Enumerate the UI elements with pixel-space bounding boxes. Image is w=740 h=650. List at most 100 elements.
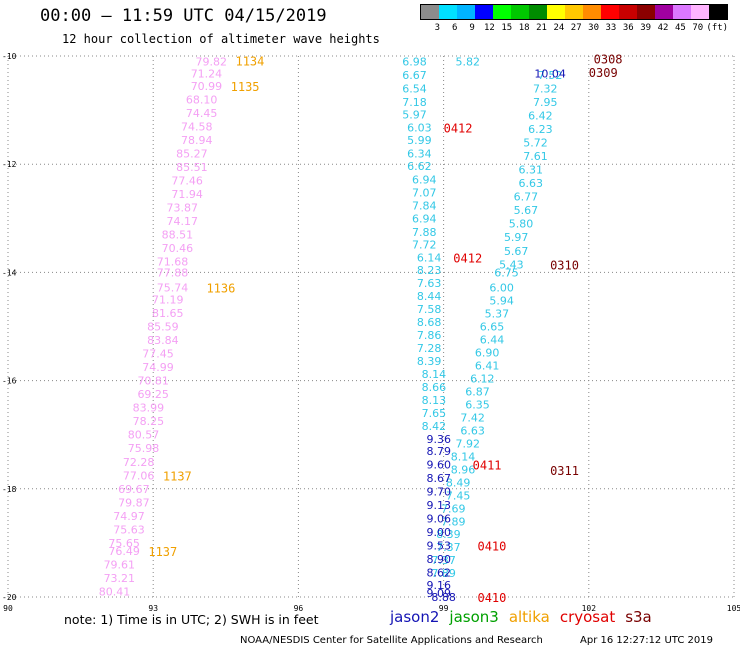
data-point-label: 9.70: [427, 486, 452, 499]
data-point-label: 6.03: [407, 121, 432, 134]
data-point-label: 71.24: [191, 67, 223, 80]
y-tick-label: -16: [2, 377, 17, 386]
x-tick-label: 90: [3, 604, 13, 613]
data-point-label: 5.67: [504, 245, 529, 258]
data-point-label: 71.68: [157, 256, 189, 269]
data-point-label: 76.49: [108, 545, 140, 558]
data-point-label: 75.65: [108, 537, 140, 550]
data-point-label: 8.23: [417, 264, 442, 277]
x-tick-label: 105: [727, 604, 740, 613]
colorbar-tick-label: 42: [657, 23, 669, 33]
data-point-label: 5.82: [456, 55, 481, 68]
data-point-label: 6.77: [514, 191, 539, 204]
data-point-label: 75.63: [113, 523, 145, 536]
data-point-label: 7.65: [422, 407, 447, 420]
legend-item-altika: altika: [508, 608, 550, 626]
data-point-label: 8.88: [431, 591, 456, 604]
data-point-label: 80.57: [128, 429, 160, 442]
data-point-label: 7.88: [412, 226, 437, 239]
x-tick-label: 102: [582, 604, 597, 613]
data-point-label: 79.82: [196, 55, 228, 68]
data-point-label: 6.67: [402, 69, 427, 82]
data-point-label: 8.90: [427, 553, 452, 566]
colorbar-tick-label: 12: [484, 23, 495, 33]
orbit-annotation: 0411: [473, 458, 502, 472]
colorbar-tick-label: 36: [622, 23, 634, 33]
colorbar-swatch: [673, 5, 691, 19]
data-point-label: 71.19: [152, 293, 184, 306]
colorbar-tick-label: 3: [434, 23, 441, 33]
colorbar-legend: 3 6 9 12 15 18 21 24 27 30 33 36 39 42 45 70 (ft): [420, 4, 728, 33]
data-point-label: 6.12: [470, 372, 495, 385]
data-point-label: 9.06: [427, 513, 452, 526]
data-point-label: 7.63: [417, 277, 442, 290]
data-point-label: 5.80: [509, 218, 534, 231]
data-point-label: 9.16: [427, 579, 452, 592]
colorbar-swatch: [493, 5, 511, 19]
data-point-label: 7.42: [460, 411, 485, 424]
data-point-label: 74.99: [142, 361, 174, 374]
data-point-label: 9.13: [427, 499, 452, 512]
orbit-annotation: 0412: [453, 251, 482, 265]
data-point-label: 5.97: [402, 108, 427, 121]
data-point-label: 83.99: [133, 402, 165, 415]
data-point-label: 7.37: [431, 554, 456, 567]
data-point-label: 78.94: [181, 134, 213, 147]
data-point-label: 73.87: [166, 201, 198, 214]
colorbar-tick-label: 24: [553, 23, 565, 33]
data-point-label: 6.23: [528, 123, 553, 136]
colorbar-swatch: [439, 5, 457, 19]
data-point-label: 6.62: [407, 160, 432, 173]
orbit-annotation: 1137: [163, 469, 192, 483]
data-point-label: 9.53: [427, 540, 452, 553]
y-tick-label: -12: [2, 160, 17, 169]
colorbar-swatch: [457, 5, 475, 19]
orbit-annotation: 1134: [235, 54, 264, 68]
data-point-label: 8.14: [451, 450, 476, 463]
data-point-label: 7.95: [533, 96, 558, 109]
data-point-label: 78.25: [133, 415, 165, 428]
x-tick-label: 99: [439, 604, 449, 613]
data-point-label: 8.68: [417, 316, 442, 329]
data-point-label: 7.92: [456, 437, 481, 450]
legend-item-cryosat: cryosat: [559, 608, 616, 626]
data-point-label: 7.45: [446, 489, 471, 502]
data-point-label: 6.94: [412, 212, 437, 225]
data-point-label: 77.46: [171, 174, 203, 187]
data-point-label: 74.45: [186, 107, 218, 120]
colorbar-swatch: [547, 5, 565, 19]
data-point-label: 77.06: [123, 469, 155, 482]
colorbar-swatches: [420, 4, 728, 20]
data-point-label: 7.37: [436, 541, 461, 554]
data-point-label: 80.41: [99, 586, 131, 599]
satellite-legend: jason2 jason3 altika cryosat s3a: [390, 608, 662, 626]
data-point-label: 74.97: [113, 510, 145, 523]
data-point-label: 74.17: [166, 215, 198, 228]
data-point-label: 6.44: [480, 333, 505, 346]
data-point-label: 72.28: [123, 456, 155, 469]
data-point-label: 79.61: [104, 559, 136, 572]
colorbar-swatch: [565, 5, 583, 19]
colorbar-tick-label: 39: [640, 23, 652, 33]
colorbar-tick-label: 18: [518, 23, 530, 33]
data-point-label: 6.41: [475, 359, 500, 372]
legend-item-s3a: s3a: [625, 608, 652, 626]
data-point-label: 70.81: [137, 375, 169, 388]
data-point-label: 75.98: [128, 442, 160, 455]
colorbar-tick-label: 6: [452, 23, 458, 33]
orbit-annotation: 0309: [589, 66, 618, 80]
data-point-label: 6.14: [417, 251, 442, 264]
data-point-label: 8.14: [422, 368, 447, 381]
data-point-label: 5.99: [407, 134, 432, 147]
data-point-label: 6.87: [465, 385, 490, 398]
colorbar-swatch: [511, 5, 529, 19]
data-point-label: 8.49: [446, 476, 471, 489]
data-point-label: 8.96: [451, 463, 476, 476]
data-point-label: 9.09: [427, 587, 452, 600]
data-point-label: 7.84: [412, 199, 437, 212]
data-point-label: 75.74: [157, 282, 189, 295]
data-point-label: 6.90: [475, 346, 500, 359]
data-point-label: 5.37: [485, 308, 510, 321]
x-tick-label: 93: [148, 604, 158, 613]
